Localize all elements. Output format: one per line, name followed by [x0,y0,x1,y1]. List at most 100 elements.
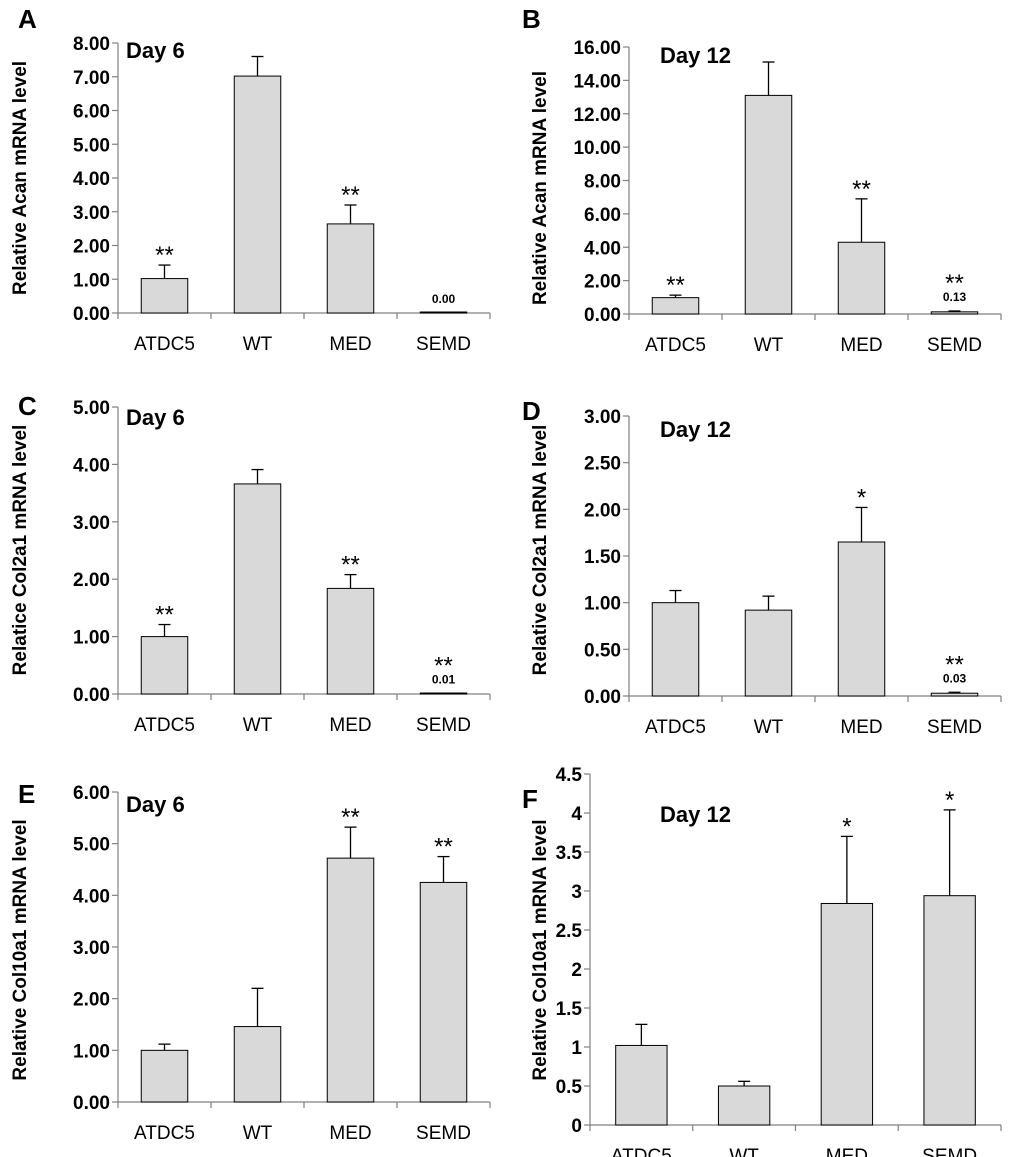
x-tick-label: SEMD [416,715,471,736]
y-tick-label: 3.00 [584,407,621,428]
bar [820,902,874,1126]
x-tick-label: ATDC5 [134,1123,195,1144]
bar [140,278,189,314]
y-tick-label: 5.00 [73,135,110,156]
bar [930,311,979,315]
y-tick-label: 1.00 [73,628,110,649]
chart-title: Day 12 [660,417,731,442]
y-axis-label: Relative Acan mRNA level [530,71,551,305]
panel-letter: C [18,391,37,421]
bar [233,1026,282,1103]
y-tick-label: 4 [571,804,582,825]
y-tick-label: 12.00 [573,105,621,126]
y-tick-label: 0 [571,1116,582,1137]
y-tick-label: 4.00 [584,238,621,259]
x-tick-label: WT [754,335,784,356]
y-tick-label: 0.50 [584,640,621,661]
chart-title: Day 12 [660,802,731,827]
y-tick-label: 5.00 [73,835,110,856]
y-tick-label: 1.50 [584,547,621,568]
bar [837,241,886,315]
y-axis-label: Relative Col10a1 mRNA level [530,819,551,1080]
significance-mark: ** [434,834,453,861]
y-axis-label: Relative Col10a1 mRNA level [10,819,31,1080]
x-tick-label: ATDC5 [645,717,706,738]
value-label: 0.13 [943,290,967,304]
x-tick-label: ATDC5 [645,335,706,356]
chart-title: Day 6 [126,405,185,430]
y-tick-label: 4.00 [73,455,110,476]
y-tick-label: 3.5 [556,843,583,864]
y-tick-label: 2 [571,960,582,981]
x-tick-label: WT [243,1123,273,1144]
y-tick-label: 2.00 [584,272,621,293]
significance-mark: ** [945,651,964,678]
x-tick-label: MED [840,335,882,356]
y-tick-label: 8.00 [584,172,621,193]
x-tick-label: MED [329,334,371,355]
bar [140,636,189,695]
y-tick-label: 2.00 [73,237,110,258]
y-tick-label: 3.00 [73,938,110,959]
bar [615,1044,668,1126]
y-tick-label: 0.00 [584,687,621,708]
value-label: 0.00 [432,292,456,306]
y-tick-label: 14.00 [573,71,621,92]
bar [419,692,468,695]
x-tick-label: SEMD [416,1123,471,1144]
y-tick-label: 3 [571,882,582,903]
y-axis-label: Relative Acan mRNA level [10,61,31,295]
chart-title: Day 12 [660,43,731,68]
x-tick-label: MED [826,1146,868,1157]
significance-mark: ** [341,804,360,831]
panel-a: A Day 6 Relative Acan mRNA level 0.00 1.00 2.… [10,4,491,355]
panel-letter: E [18,779,35,809]
significance-mark: * [945,787,954,814]
panel-b: B Day 12 Relative Acan mRNA level 0.00 2.00 4… [522,4,1002,356]
y-tick-label: 6.00 [73,102,110,123]
x-tick-label: MED [840,717,882,738]
bar [140,1049,189,1103]
panel-letter: D [522,396,541,426]
bar [651,602,700,697]
x-tick-label: MED [329,1123,371,1144]
value-label: 0.01 [432,672,456,686]
y-tick-label: 1.00 [73,1041,110,1062]
panel-letter: B [522,4,541,34]
bar [744,94,793,315]
significance-mark: ** [852,176,871,203]
x-tick-label: WT [243,334,273,355]
bar [419,311,468,314]
significance-mark: ** [155,242,174,269]
y-tick-label: 1.00 [584,594,621,615]
x-tick-label: ATDC5 [611,1146,672,1157]
panel-c: C Day 6 Relatice Col2a1 mRNA level 0.00 1.00… [10,391,491,736]
y-tick-label: 2.00 [73,990,110,1011]
y-axis-label: Relatice Col2a1 mRNA level [10,425,31,676]
x-tick-label: WT [729,1146,759,1157]
bar [923,895,976,1126]
y-tick-label: 7.00 [73,68,110,89]
y-tick-label: 4.00 [73,886,110,907]
y-tick-label: 3.00 [73,513,110,534]
bar [930,692,979,697]
significance-mark: ** [341,552,360,579]
panel-f: F Day 12 Relative Col10a1 mRNA level 0 0.5 1 1… [522,765,1002,1157]
y-tick-label: 2.5 [556,921,583,942]
bar [326,223,375,314]
bar [326,587,375,695]
y-tick-label: 10.00 [573,138,621,159]
bar [419,881,468,1103]
y-axis-label: Relative Col2a1 mRNA level [530,425,551,676]
significance-mark: * [842,813,851,840]
y-tick-label: 2.00 [73,570,110,591]
bar [326,857,375,1103]
y-tick-label: 4.00 [73,169,110,190]
y-tick-label: 5.00 [73,398,110,419]
x-tick-label: SEMD [927,717,982,738]
y-tick-label: 4.5 [556,765,583,786]
bar [717,1085,771,1126]
y-tick-label: 1.5 [556,999,583,1020]
y-tick-label: 2.00 [584,500,621,521]
y-tick-label: 16.00 [573,38,621,59]
